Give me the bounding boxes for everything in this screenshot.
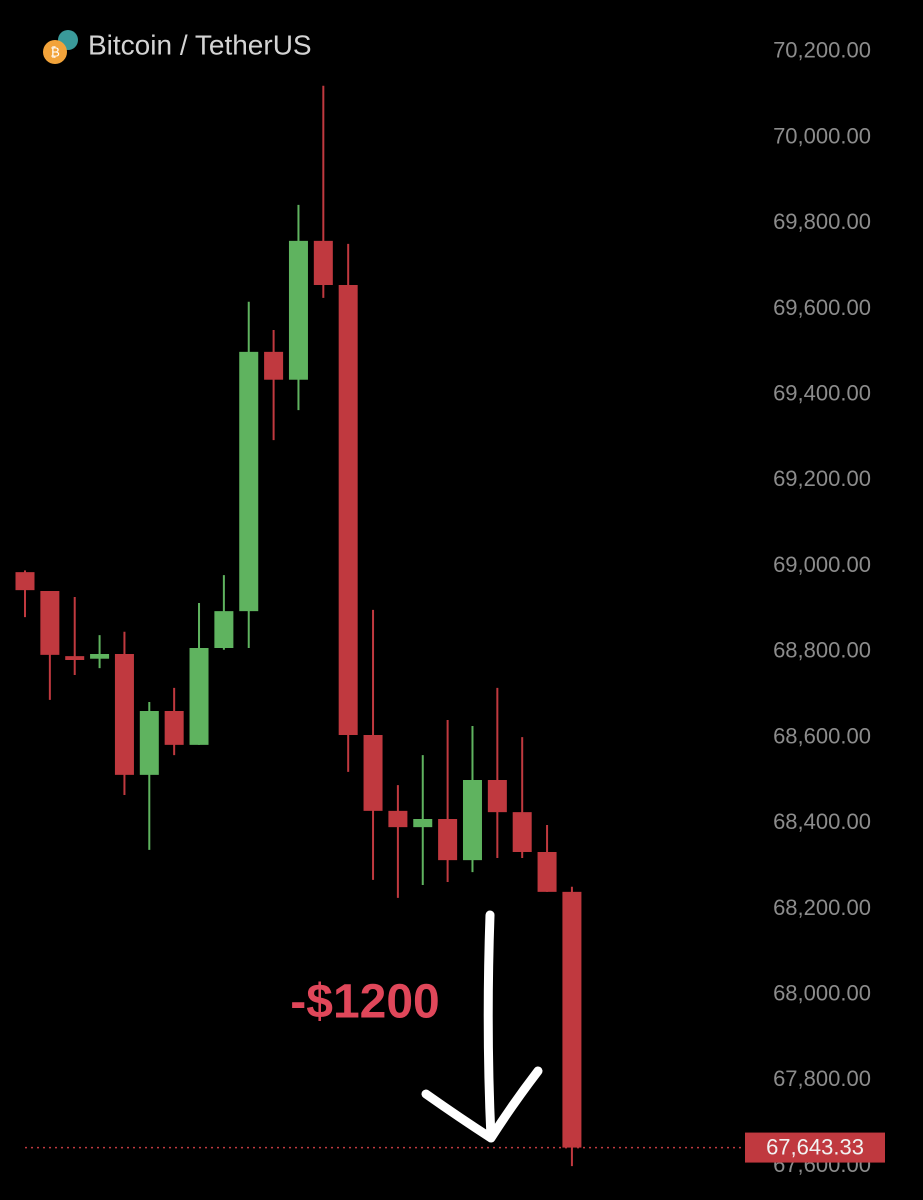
candle-body bbox=[139, 711, 159, 775]
y-tick-label: 69,000.00 bbox=[773, 552, 871, 577]
annotation: -$1200 bbox=[290, 976, 439, 1029]
candle-body bbox=[15, 572, 35, 591]
candle-body bbox=[189, 648, 209, 745]
y-tick-label: 70,200.00 bbox=[773, 38, 871, 63]
candle-body bbox=[90, 654, 110, 659]
price-label-box bbox=[745, 1132, 885, 1163]
candle-body bbox=[164, 711, 184, 745]
candle-body bbox=[462, 780, 482, 861]
candle-body bbox=[65, 656, 85, 660]
candle-body bbox=[40, 591, 60, 655]
svg-text:₿: ₿ bbox=[50, 44, 60, 59]
y-tick-label: 68,800.00 bbox=[773, 638, 871, 663]
candle-body bbox=[363, 735, 383, 811]
candle-body bbox=[313, 240, 333, 285]
y-tick-label: 69,800.00 bbox=[773, 209, 871, 234]
candle-body bbox=[562, 891, 582, 1148]
candle-body bbox=[338, 285, 358, 735]
candle-body bbox=[239, 351, 259, 612]
candle-body bbox=[413, 819, 433, 828]
candle-body bbox=[512, 812, 532, 852]
y-tick-label: 68,200.00 bbox=[773, 895, 871, 920]
chart-title: Bitcoin / TetherUS bbox=[88, 29, 312, 60]
y-tick-label: 68,600.00 bbox=[773, 723, 871, 748]
candle-body bbox=[438, 819, 458, 861]
y-tick-label: 69,400.00 bbox=[773, 381, 871, 406]
candle-body bbox=[388, 810, 408, 828]
y-tick-label: 70,000.00 bbox=[773, 123, 871, 148]
y-tick-label: 69,200.00 bbox=[773, 466, 871, 491]
y-tick-label: 68,000.00 bbox=[773, 981, 871, 1006]
candle-body bbox=[114, 654, 134, 775]
arrow bbox=[421, 910, 543, 1143]
candle-body bbox=[487, 780, 507, 813]
plot-area: 70,200.00 70,000.00 69,800.00 69,600.00 69,4… bbox=[15, 38, 871, 1177]
candle-body bbox=[264, 351, 284, 380]
symbol-icon: ₿ bbox=[43, 30, 78, 64]
candle-body bbox=[537, 852, 557, 892]
y-tick-label: 69,600.00 bbox=[773, 295, 871, 320]
y-tick-label: 68,400.00 bbox=[773, 809, 871, 834]
candle-body bbox=[214, 611, 234, 648]
y-tick-label: 67,800.00 bbox=[773, 1066, 871, 1091]
price-label: 67,643.33 bbox=[766, 1134, 864, 1159]
candle-body bbox=[288, 240, 308, 380]
